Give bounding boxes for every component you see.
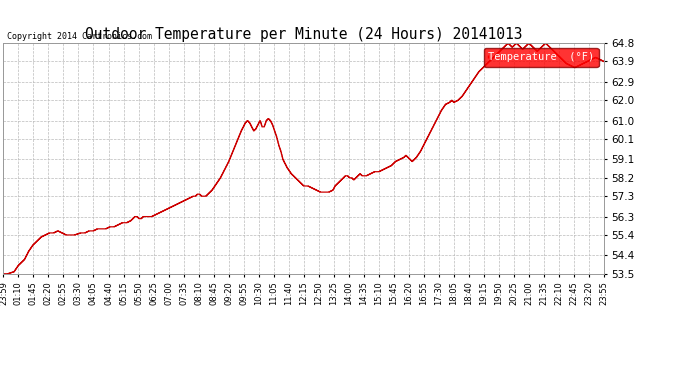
Title: Outdoor Temperature per Minute (24 Hours) 20141013: Outdoor Temperature per Minute (24 Hours… (85, 27, 522, 42)
Text: Copyright 2014 Cartronics.com: Copyright 2014 Cartronics.com (7, 32, 152, 41)
Legend: Temperature  (°F): Temperature (°F) (484, 48, 598, 67)
